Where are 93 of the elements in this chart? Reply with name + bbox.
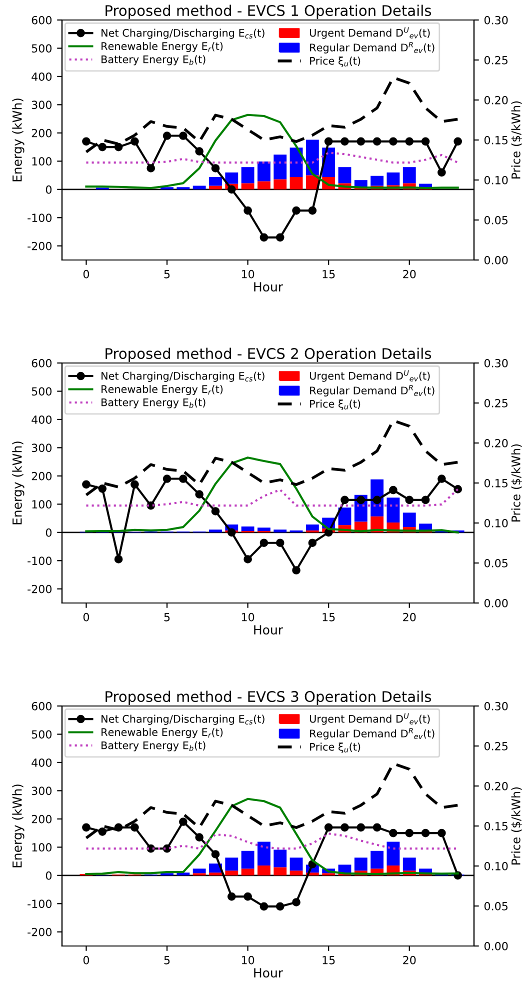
y-axis-title: Energy (kWh) <box>12 98 24 182</box>
legend-label: Net Charging/Discharging E$_{cs}$(t) <box>102 372 264 382</box>
x-tick-label: 0 <box>83 270 90 278</box>
x-tick-label: 15 <box>322 613 335 622</box>
x-tick-label: 20 <box>403 612 416 622</box>
y-tick-label: 400 <box>32 415 52 424</box>
y2-tick-label: 0.15 <box>484 136 508 144</box>
y2-tick-label: 0.20 <box>484 782 508 790</box>
x-tick-label: 10 <box>242 612 254 622</box>
y2-tick-label: 0.30 <box>484 702 508 710</box>
y-tick-label: 0 <box>46 185 52 194</box>
y-tick-label: -200 <box>28 584 52 594</box>
y-tick-label: 300 <box>32 786 52 796</box>
x-tick-label: 15 <box>322 270 335 278</box>
y-tick-label: -100 <box>28 900 52 908</box>
y-tick-label: 100 <box>32 843 52 852</box>
y-tick-label: 300 <box>32 444 52 452</box>
y-tick-label: -200 <box>28 242 52 250</box>
chart-title: Proposed method - EVCS 1 Operation Details <box>106 4 432 19</box>
y2-tick-label: 0.00 <box>484 256 508 264</box>
x-axis-title: Hour <box>254 968 284 978</box>
y-tick-label: 600 <box>32 358 52 368</box>
y-tick-label: 200 <box>32 472 52 480</box>
legend-label: Net Charging/Discharging E$_{cs}$(t) <box>102 714 264 725</box>
legend-label: Renewable Energy E$_{r}$(t) <box>102 42 223 52</box>
y2-tick-label: 0.00 <box>484 598 508 608</box>
y-tick-label: 100 <box>32 500 52 509</box>
y-tick-label: 400 <box>32 72 52 81</box>
x-axis-title: Hour <box>254 625 284 635</box>
y2-tick-label: 0.20 <box>484 96 508 104</box>
y2-tick-label: 0.25 <box>484 56 508 64</box>
y-tick-label: 300 <box>32 100 52 110</box>
y-tick-label: 500 <box>32 730 52 739</box>
legend-label: Battery Energy E$_{b}$(t) <box>102 398 206 408</box>
y-tick-label: 100 <box>32 157 52 166</box>
y-tick-label: -100 <box>28 214 52 222</box>
y2-tick-label: 0.15 <box>484 478 508 488</box>
legend-label: Renewable Energy E$_{r}$(t) <box>102 728 223 738</box>
legend-label: Price ξ$_{u}$(t) <box>310 400 360 410</box>
x-tick-label: 5 <box>164 956 170 964</box>
x-tick-label: 20 <box>403 956 416 964</box>
x-tick-label: 5 <box>164 613 170 622</box>
y-tick-label: 200 <box>32 814 52 824</box>
y-tick-label: 600 <box>32 702 52 710</box>
y-tick-label: -100 <box>28 556 52 566</box>
y2-tick-label: 0.10 <box>484 518 508 528</box>
legend-label: Urgent Demand D$^{U}$$_{ev}$(t) <box>310 27 430 39</box>
y-tick-label: -200 <box>28 928 52 936</box>
y-axis-title: Energy (kWh) <box>12 442 24 524</box>
y2-axis-title: Price ($/kWh) <box>511 101 522 178</box>
x-tick-label: 20 <box>403 270 416 278</box>
chart-title: Proposed method - EVCS 2 Operation Details <box>106 348 432 362</box>
y-tick-label: 500 <box>32 44 52 53</box>
legend-label: Battery Energy E$_{b}$(t) <box>102 741 206 752</box>
legend-label: Price ξ$_{u}$(t) <box>310 742 360 753</box>
legend-label: Price ξ$_{u}$(t) <box>310 56 360 67</box>
y2-axis-title: Price ($/kWh) <box>511 787 522 864</box>
y2-tick-label: 0.10 <box>484 176 508 184</box>
y2-tick-label: 0.05 <box>484 216 508 224</box>
y2-tick-label: 0.10 <box>484 862 508 870</box>
legend-label: Renewable Energy E$_{r}$(t) <box>102 384 223 396</box>
x-tick-label: 10 <box>242 956 254 964</box>
legend-label: Urgent Demand D$^{U}$$_{ev}$(t) <box>310 713 430 725</box>
x-tick-label: 10 <box>242 270 254 278</box>
y2-tick-label: 0.20 <box>484 438 508 448</box>
y2-tick-label: 0.05 <box>484 558 508 568</box>
y-tick-label: 500 <box>32 387 52 396</box>
legend-label: Urgent Demand D$^{U}$$_{ev}$(t) <box>310 370 430 382</box>
y-tick-label: 0 <box>46 528 52 537</box>
y2-tick-label: 0.25 <box>484 742 508 750</box>
legend-label: Regular Demand D$^{R}$$_{ev}$(t) <box>310 728 434 740</box>
y-tick-label: 200 <box>32 128 52 138</box>
y-axis-title: Energy (kWh) <box>12 784 24 868</box>
legend-label: Net Charging/Discharging E$_{cs}$(t) <box>102 28 264 39</box>
y-tick-label: 400 <box>32 758 52 767</box>
y2-tick-label: 0.30 <box>484 16 508 24</box>
chart-title: Proposed method - EVCS 3 Operation Details <box>106 690 432 705</box>
y2-tick-label: 0.05 <box>484 902 508 910</box>
y2-tick-label: 0.00 <box>484 942 508 950</box>
legend-label: Regular Demand D$^{R}$$_{ev}$(t) <box>310 384 434 396</box>
x-tick-label: 0 <box>83 956 90 964</box>
y-tick-label: 0 <box>46 871 52 880</box>
y2-axis-title: Price ($/kWh) <box>511 444 522 522</box>
y2-tick-label: 0.25 <box>484 398 508 408</box>
y2-tick-label: 0.30 <box>484 358 508 368</box>
x-tick-label: 15 <box>322 956 335 964</box>
y-tick-label: 600 <box>32 16 52 24</box>
y2-tick-label: 0.15 <box>484 822 508 830</box>
x-axis-title: Hour <box>254 282 284 292</box>
x-tick-label: 5 <box>164 270 170 278</box>
legend-label: Regular Demand D$^{R}$$_{ev}$(t) <box>310 42 434 54</box>
legend-label: Battery Energy E$_{b}$(t) <box>102 55 206 66</box>
x-tick-label: 0 <box>83 612 90 622</box>
